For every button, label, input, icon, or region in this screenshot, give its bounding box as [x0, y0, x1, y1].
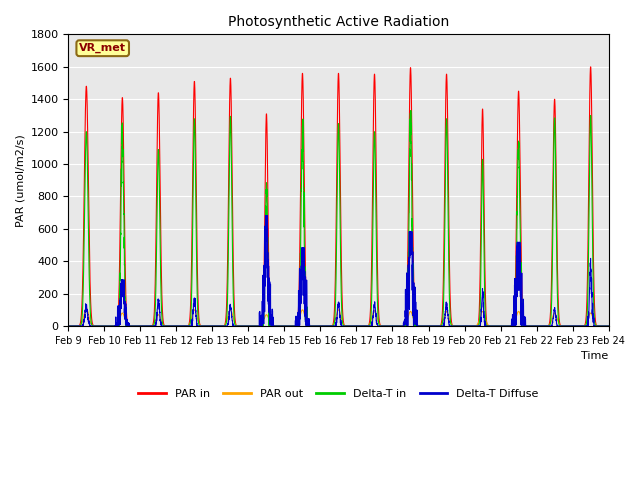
Delta-T Diffuse	[429, 323, 437, 329]
PAR out	[490, 323, 498, 329]
PAR in	[460, 323, 467, 329]
Line: Delta-T Diffuse: Delta-T Diffuse	[68, 216, 609, 326]
Delta-T Diffuse	[262, 213, 269, 218]
Title: Photosynthetic Active Radiation: Photosynthetic Active Radiation	[228, 15, 449, 29]
Delta-T Diffuse	[460, 323, 467, 329]
PAR out	[319, 323, 326, 329]
Line: PAR out: PAR out	[68, 308, 609, 326]
Delta-T Diffuse	[319, 323, 326, 329]
Delta-T in	[318, 323, 326, 329]
PAR out	[83, 305, 90, 311]
Delta-T Diffuse	[162, 323, 170, 329]
Y-axis label: PAR (umol/m2/s): PAR (umol/m2/s)	[15, 134, 25, 227]
Delta-T in	[605, 323, 612, 329]
Delta-T Diffuse	[604, 323, 612, 329]
Delta-T in	[604, 323, 612, 329]
PAR out	[65, 323, 72, 329]
Delta-T Diffuse	[605, 323, 612, 329]
PAR in	[604, 323, 612, 329]
PAR in	[605, 323, 612, 329]
Legend: PAR in, PAR out, Delta-T in, Delta-T Diffuse: PAR in, PAR out, Delta-T in, Delta-T Dif…	[134, 384, 543, 403]
Line: Delta-T in: Delta-T in	[68, 110, 609, 326]
PAR in	[587, 64, 595, 70]
PAR in	[490, 323, 498, 329]
PAR out	[162, 323, 170, 329]
Delta-T Diffuse	[65, 323, 72, 329]
PAR out	[604, 323, 612, 329]
PAR in	[429, 323, 437, 329]
Delta-T in	[429, 323, 437, 329]
Line: PAR in: PAR in	[68, 67, 609, 326]
Delta-T Diffuse	[490, 323, 498, 329]
PAR out	[460, 323, 467, 329]
Delta-T in	[490, 323, 498, 329]
X-axis label: Time: Time	[581, 351, 609, 361]
Text: VR_met: VR_met	[79, 43, 126, 53]
PAR in	[162, 323, 170, 329]
PAR out	[429, 323, 437, 329]
Delta-T in	[65, 323, 72, 329]
PAR in	[318, 323, 326, 329]
PAR out	[605, 323, 612, 329]
Delta-T in	[162, 323, 170, 329]
Delta-T in	[407, 108, 415, 113]
Delta-T in	[460, 323, 467, 329]
PAR in	[65, 323, 72, 329]
